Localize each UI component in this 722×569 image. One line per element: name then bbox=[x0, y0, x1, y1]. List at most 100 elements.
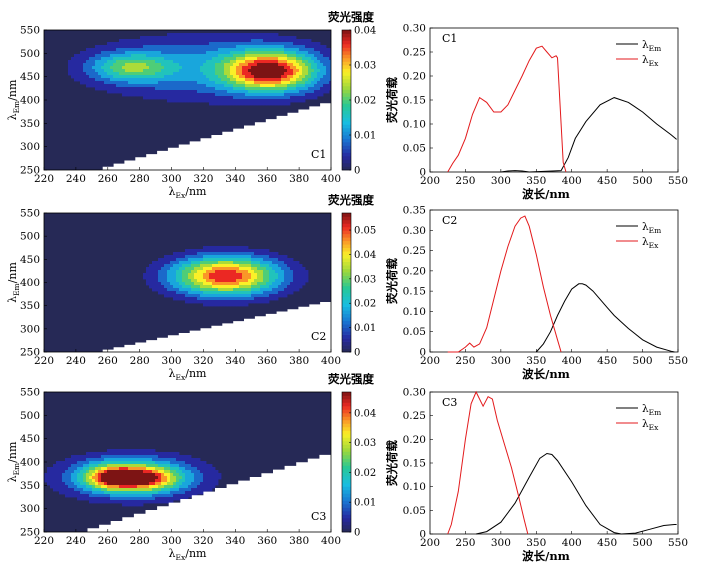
x-tick-label: 380 bbox=[289, 355, 309, 367]
colorbar-tick-label: 0.03 bbox=[354, 438, 376, 449]
x-tick-label: 200 bbox=[420, 537, 440, 549]
x-tick-label: 200 bbox=[420, 355, 440, 367]
x-tick-label: 240 bbox=[66, 355, 86, 367]
x-tick-label: 250 bbox=[455, 175, 475, 187]
y-tick-label: 0.05 bbox=[403, 505, 426, 517]
panel-label: C3 bbox=[442, 396, 457, 409]
x-tick-label: 250 bbox=[455, 537, 475, 549]
x-tick-label: 450 bbox=[597, 175, 617, 187]
y-tick-label: 500 bbox=[20, 410, 40, 422]
panel-label: C2 bbox=[311, 330, 326, 343]
y-tick-label: 500 bbox=[20, 231, 40, 243]
loading-plot-c3: 200 250 300 350 400 450 500 550 0 0.05 0.10 0.15 0.2… bbox=[385, 387, 688, 564]
x-tick-label: 380 bbox=[289, 173, 309, 185]
x-tick-label: 220 bbox=[34, 535, 54, 547]
eem-contour-plot-c3: 220 240 260 280 300 320 340 360 380 400 250 300 350 4… bbox=[6, 372, 376, 562]
x-tick-label: 500 bbox=[633, 537, 653, 549]
series-line-em bbox=[535, 283, 675, 353]
y-tick-label: 0.30 bbox=[403, 225, 426, 237]
loading-plot-c2: 200 250 300 350 400 450 500 550 0 0.05 0.10 0.15 0.2… bbox=[385, 205, 688, 382]
x-tick-label: 550 bbox=[668, 537, 688, 549]
panel-label: C2 bbox=[442, 214, 457, 227]
x-tick-label: 400 bbox=[321, 173, 341, 185]
panel-label: C1 bbox=[442, 32, 457, 45]
x-tick-label: 550 bbox=[668, 355, 688, 367]
x-tick-label: 360 bbox=[257, 535, 277, 547]
y-axis-label: 荧光荷载 bbox=[385, 440, 399, 486]
y-tick-label: 0 bbox=[419, 167, 426, 179]
series-line-ex bbox=[447, 390, 529, 535]
y-tick-label: 550 bbox=[20, 208, 40, 220]
y-tick-label: 500 bbox=[20, 48, 40, 60]
x-tick-label: 400 bbox=[562, 537, 582, 549]
excluded-region bbox=[75, 451, 331, 532]
x-tick-label: 400 bbox=[321, 355, 341, 367]
series-line-ex bbox=[447, 215, 562, 353]
x-tick-label: 400 bbox=[562, 175, 582, 187]
y-tick-label: 350 bbox=[20, 480, 40, 492]
x-axis-label: 波长/nm bbox=[522, 367, 570, 381]
x-tick-label: 280 bbox=[130, 173, 150, 185]
y-axis-label: 荧光荷载 bbox=[385, 77, 399, 123]
colorbar-tick-label: 0.01 bbox=[354, 131, 376, 142]
series-line-em bbox=[465, 97, 677, 173]
x-tick-label: 200 bbox=[420, 175, 440, 187]
colorbar-tick-label: 0.04 bbox=[354, 408, 376, 419]
y-tick-label: 0.05 bbox=[403, 143, 426, 155]
x-tick-label: 300 bbox=[491, 537, 511, 549]
y-tick-label: 0.10 bbox=[403, 481, 426, 493]
colorbar: 0 0.01 0.02 0.03 0.04 荧光强度 bbox=[328, 10, 376, 177]
colorbar-tick-label: 0.02 bbox=[354, 96, 376, 107]
x-tick-label: 280 bbox=[130, 355, 150, 367]
legend-label: λEm bbox=[642, 221, 661, 235]
excluded-region bbox=[91, 299, 331, 352]
colorbar-tick-label: 0.02 bbox=[354, 468, 376, 479]
colorbar-label: 荧光强度 bbox=[328, 372, 374, 386]
x-axis-label: λEx/nm bbox=[169, 185, 207, 200]
x-tick-label: 380 bbox=[289, 535, 309, 547]
x-tick-label: 340 bbox=[225, 535, 245, 547]
colorbar-tick-label: 0.01 bbox=[354, 323, 376, 334]
y-tick-label: 0.20 bbox=[403, 71, 426, 83]
y-tick-label: 0.30 bbox=[403, 387, 426, 399]
y-axis-label: λEm/nm bbox=[6, 79, 21, 120]
y-axis-label: λEm/nm bbox=[6, 441, 21, 482]
y-tick-label: 250 bbox=[20, 347, 40, 359]
y-tick-label: 250 bbox=[20, 527, 40, 539]
x-tick-label: 300 bbox=[491, 175, 511, 187]
x-tick-label: 260 bbox=[98, 535, 118, 547]
colorbar-tick-label: 0.01 bbox=[354, 498, 376, 509]
plot-frame bbox=[429, 391, 679, 535]
y-tick-label: 300 bbox=[20, 503, 40, 515]
x-tick-label: 240 bbox=[66, 173, 86, 185]
y-tick-label: 0 bbox=[419, 347, 426, 359]
x-tick-label: 340 bbox=[225, 355, 245, 367]
y-tick-label: 450 bbox=[20, 71, 40, 83]
panel-label: C3 bbox=[311, 510, 326, 523]
x-axis-label: λEx/nm bbox=[169, 547, 207, 562]
excluded-region bbox=[91, 100, 331, 170]
y-axis-label: λEm/nm bbox=[6, 262, 21, 303]
x-axis-label: 波长/nm bbox=[522, 549, 570, 563]
y-tick-label: 0.15 bbox=[403, 95, 426, 107]
colorbar-tick-label: 0.04 bbox=[354, 26, 376, 37]
plot-frame bbox=[429, 209, 679, 353]
x-tick-label: 220 bbox=[34, 355, 54, 367]
y-tick-label: 0.20 bbox=[403, 265, 426, 277]
y-tick-label: 0.20 bbox=[403, 434, 426, 446]
x-tick-label: 300 bbox=[491, 355, 511, 367]
legend-label: λEx bbox=[642, 418, 659, 432]
x-tick-label: 320 bbox=[193, 355, 213, 367]
y-tick-label: 0.15 bbox=[403, 458, 426, 470]
colorbar-tick-label: 0.03 bbox=[354, 274, 376, 285]
y-tick-label: 450 bbox=[20, 254, 40, 266]
x-tick-label: 360 bbox=[257, 173, 277, 185]
x-tick-label: 550 bbox=[668, 175, 688, 187]
x-tick-label: 320 bbox=[193, 173, 213, 185]
y-tick-label: 0.30 bbox=[403, 23, 426, 35]
y-tick-label: 550 bbox=[20, 387, 40, 399]
